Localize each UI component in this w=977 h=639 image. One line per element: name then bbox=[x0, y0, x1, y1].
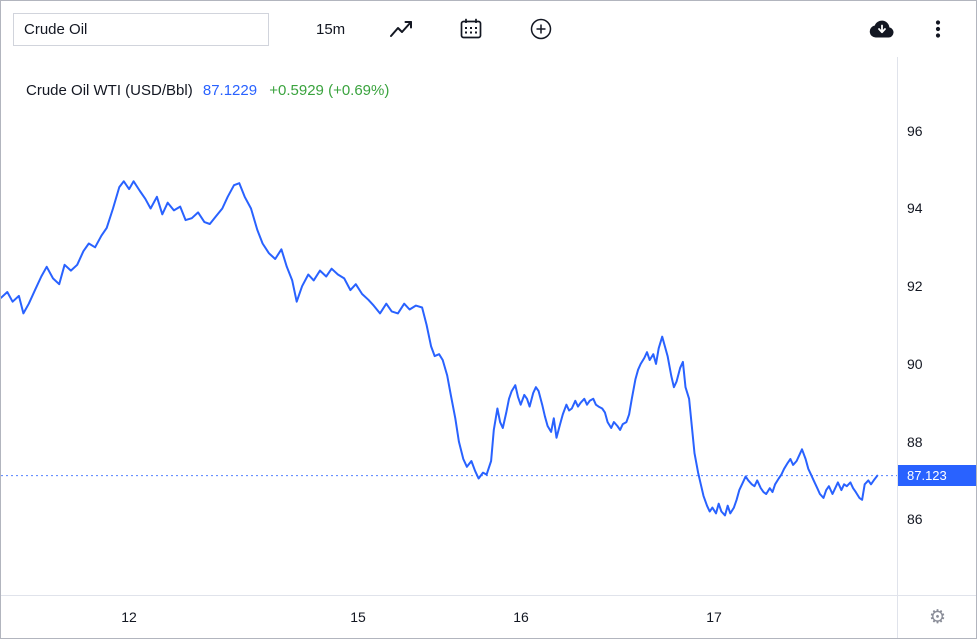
calendar-icon bbox=[460, 18, 482, 39]
price-series-line bbox=[1, 180, 879, 517]
chart-plot-area[interactable]: Crude Oil WTI (USD/Bbl) 87.1229 +0.5929 … bbox=[1, 57, 897, 595]
symbol-title: Crude Oil WTI (USD/Bbl) bbox=[26, 82, 193, 99]
toolbar: 15m bbox=[1, 1, 976, 57]
cloud-download-icon bbox=[869, 20, 894, 38]
interval-button[interactable]: 15m bbox=[316, 20, 346, 38]
chart-legend: Crude Oil WTI (USD/Bbl) 87.1229 +0.5929 … bbox=[26, 82, 389, 99]
download-button[interactable] bbox=[868, 15, 896, 43]
time-axis-label: 17 bbox=[706, 609, 722, 625]
plus-circle-icon bbox=[530, 18, 552, 40]
symbol-search-input[interactable] bbox=[14, 20, 268, 38]
add-indicator-button[interactable] bbox=[527, 15, 555, 43]
settings-gear-icon[interactable]: ⚙ bbox=[928, 605, 947, 628]
kebab-menu-icon bbox=[935, 20, 941, 38]
price-axis-label: 86 bbox=[907, 511, 923, 528]
symbol-search-box[interactable] bbox=[13, 12, 269, 46]
time-axis[interactable]: 12 15 16 17 bbox=[1, 595, 897, 638]
time-axis-label: 16 bbox=[513, 609, 529, 625]
price-axis-label: 88 bbox=[907, 433, 923, 450]
time-axis-label: 12 bbox=[121, 609, 137, 625]
more-menu-button[interactable] bbox=[924, 15, 952, 43]
price-axis-label: 90 bbox=[907, 355, 923, 372]
price-change-value: +0.5929 (+0.69%) bbox=[269, 82, 390, 99]
price-line-chart bbox=[1, 180, 897, 517]
chart-style-button[interactable] bbox=[387, 15, 415, 43]
axis-corner: ⚙ bbox=[897, 595, 976, 638]
last-price-value: 87.1229 bbox=[202, 82, 258, 99]
time-axis-label: 15 bbox=[350, 609, 366, 625]
toolbar-right-group bbox=[868, 15, 952, 43]
calendar-button[interactable] bbox=[457, 15, 485, 43]
price-axis-label: 94 bbox=[907, 200, 923, 217]
price-axis-label: 96 bbox=[907, 122, 923, 139]
price-axis-label: 92 bbox=[907, 278, 923, 295]
last-price-label: 87.123 bbox=[898, 465, 976, 486]
price-axis[interactable]: 96 94 92 90 88 86 87.123 bbox=[897, 57, 976, 595]
line-chart-icon bbox=[390, 21, 413, 37]
